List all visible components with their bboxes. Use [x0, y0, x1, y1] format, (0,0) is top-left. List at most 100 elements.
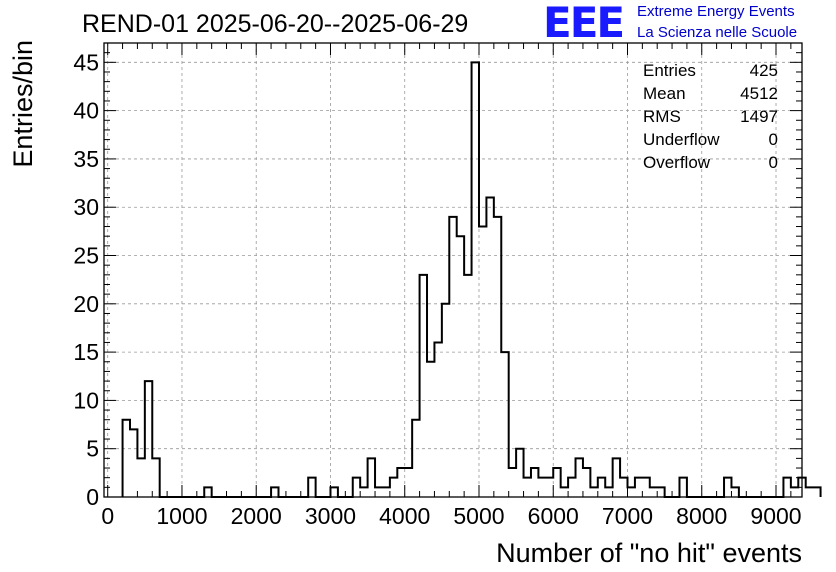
histogram-bin: [538, 478, 545, 497]
y-axis-label: Entries/bin: [8, 40, 38, 168]
logo-line-2: La Scienza nelle Scuole: [637, 24, 798, 41]
y-tick-label: 15: [73, 339, 99, 365]
histogram-bin: [628, 487, 635, 497]
histogram-bin: [724, 478, 731, 497]
stat-value: 0: [768, 130, 778, 149]
histogram-bin: [382, 487, 389, 497]
histogram-bin: [576, 458, 583, 497]
stat-value: 425: [749, 61, 778, 80]
x-tick-label: 6000: [528, 503, 579, 529]
histogram-bin: [509, 468, 516, 497]
stat-label: Entries: [643, 61, 696, 80]
histogram-bin: [635, 478, 642, 497]
stat-row-underflow: Underflow 0: [643, 128, 778, 151]
histogram-bin: [605, 487, 612, 497]
histogram-bin: [806, 487, 813, 497]
stat-value: 1497: [740, 107, 778, 126]
stat-row-mean: Mean 4512: [643, 82, 778, 105]
histogram-bin: [375, 487, 382, 497]
histogram-bin: [516, 449, 523, 497]
x-tick-label: 3000: [305, 503, 356, 529]
histogram-bin: [434, 342, 441, 497]
eee-logo: EEE: [543, 0, 625, 47]
y-tick-label: 0: [86, 484, 99, 510]
histogram-bin: [308, 478, 315, 497]
histogram-bin: [590, 487, 597, 497]
y-tick-label: 10: [73, 387, 99, 413]
histogram-series: [121, 61, 822, 498]
histogram-bin: [568, 478, 575, 497]
histogram-bin: [137, 458, 144, 497]
histogram-bin: [420, 275, 427, 497]
histogram-bin: [123, 420, 130, 497]
histogram-bin: [731, 487, 738, 497]
histogram-bin: [679, 478, 686, 497]
histogram-bin: [360, 487, 367, 497]
histogram-bin: [464, 275, 471, 497]
plot-border: [103, 42, 803, 498]
histogram-bin: [583, 468, 590, 497]
histogram-bin: [204, 487, 211, 497]
histogram-bin: [598, 478, 605, 497]
stat-row-rms: RMS 1497: [643, 105, 778, 128]
histogram-bin: [479, 227, 486, 497]
histogram-bin: [145, 381, 152, 497]
histogram-bin: [650, 487, 657, 497]
histogram-bin: [330, 487, 337, 497]
stat-label: RMS: [643, 107, 681, 126]
stats-box: Entries 425 Mean 4512 RMS 1497 Underflow…: [643, 59, 778, 174]
histogram-bin: [397, 468, 404, 497]
histogram-bin: [449, 217, 456, 497]
histogram-bin: [561, 487, 568, 497]
grid-lines: [104, 43, 802, 497]
stat-value: 0: [768, 153, 778, 172]
logo-line-1: Extreme Energy Events: [637, 3, 795, 20]
stat-row-overflow: Overflow 0: [643, 151, 778, 174]
histogram-bin: [546, 478, 553, 497]
stat-label: Underflow: [643, 130, 720, 149]
x-tick-label: 7000: [602, 503, 653, 529]
histogram-bin: [501, 352, 508, 497]
histogram-bin: [524, 478, 531, 497]
histogram-bin: [368, 458, 375, 497]
tick-labels: 0 1000 2000 3000 4000 5000 6000 7000 8000 9000051…: [73, 49, 801, 529]
histogram-outline: [121, 61, 822, 498]
histogram-bin: [553, 468, 560, 497]
histogram-bin: [152, 458, 159, 497]
stat-label: Overflow: [643, 153, 711, 172]
histogram-bin: [657, 487, 664, 497]
histogram-bin: [457, 236, 464, 497]
histogram-bin: [353, 478, 360, 497]
y-tick-label: 25: [73, 243, 99, 269]
x-tick-label: 5000: [453, 503, 504, 529]
histogram-bin: [427, 362, 434, 497]
histogram-bin: [405, 468, 412, 497]
x-tick-label: 1000: [156, 503, 207, 529]
histogram-bin: [130, 429, 137, 497]
histogram-bin: [390, 478, 397, 497]
histogram-bin: [472, 62, 479, 497]
y-tick-label: 30: [73, 194, 99, 220]
x-tick-label: 2000: [231, 503, 282, 529]
stat-label: Mean: [643, 84, 686, 103]
x-tick-label: 9000: [750, 503, 801, 529]
histogram-bin: [791, 487, 798, 497]
y-tick-label: 40: [73, 98, 99, 124]
y-tick-label: 35: [73, 146, 99, 172]
histogram-bin: [642, 478, 649, 497]
x-tick-label: 0: [101, 503, 114, 529]
histogram-bin: [620, 478, 627, 497]
stat-value: 4512: [740, 84, 778, 103]
plot-frame: [103, 42, 803, 498]
histogram-bin: [613, 458, 620, 497]
histogram-bin: [813, 487, 820, 497]
histogram-bin: [271, 487, 278, 497]
histogram-bin: [412, 420, 419, 497]
stat-row-entries: Entries 425: [643, 59, 778, 82]
y-tick-label: 5: [86, 436, 99, 462]
histogram-bin: [783, 478, 790, 497]
histogram-bin: [486, 198, 493, 497]
histogram-bin: [494, 217, 501, 497]
x-axis-label: Number of "no hit" events: [496, 538, 802, 568]
